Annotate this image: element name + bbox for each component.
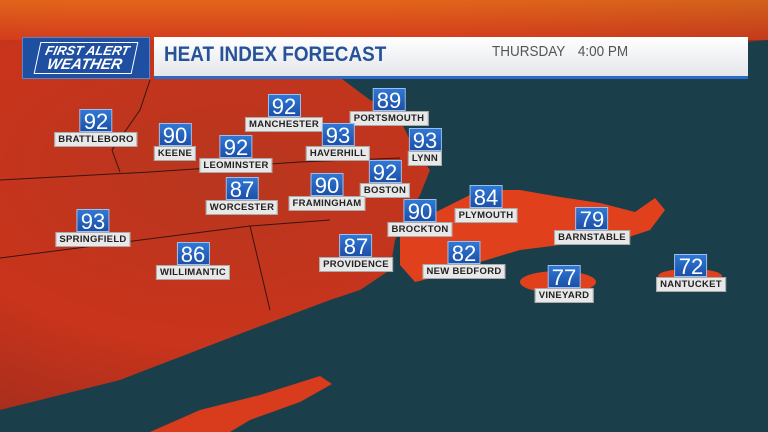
heat-index-value: 89: [372, 88, 406, 112]
heat-index-value: 92: [79, 109, 113, 133]
station-marker: 90 BROCKTON: [387, 199, 453, 237]
station-marker: 93 HAVERHILL: [305, 123, 371, 161]
station-label: NEW BEDFORD: [422, 264, 506, 279]
station-label: FRAMINGHAM: [288, 196, 366, 211]
station-label: BARNSTABLE: [554, 230, 630, 245]
long-island: [150, 376, 332, 432]
station-marker: 72 NANTUCKET: [656, 254, 726, 292]
station-marker: 87 WORCESTER: [205, 177, 279, 215]
station-marker: 84 PLYMOUTH: [454, 185, 518, 223]
station-marker: 92 BOSTON: [359, 160, 411, 198]
station-label: KEENE: [153, 146, 197, 161]
title-banner: HEAT INDEX FORECAST THURSDAY 4:00 PM: [154, 37, 748, 79]
station-marker: 79 BARNSTABLE: [554, 207, 630, 245]
station-marker: 92 LEOMINSTER: [199, 135, 273, 173]
heat-index-value: 87: [339, 234, 373, 258]
station-marker: 82 NEW BEDFORD: [422, 241, 506, 279]
station-marker: 89 PORTSMOUTH: [349, 88, 429, 126]
station-label: BROCKTON: [387, 222, 453, 237]
heat-index-value: 87: [225, 177, 259, 201]
station-label: LEOMINSTER: [199, 158, 273, 173]
station-label: PLYMOUTH: [454, 208, 518, 223]
station-label: NANTUCKET: [656, 277, 726, 292]
heat-index-value: 84: [469, 185, 503, 209]
station-label: WILLIMANTIC: [155, 265, 231, 280]
heat-index-value: 93: [321, 123, 355, 147]
station-marker: 93 SPRINGFIELD: [55, 209, 131, 247]
station-marker: 87 PROVIDENCE: [319, 234, 393, 272]
station-label: PROVIDENCE: [319, 257, 393, 272]
station-label: LYNN: [407, 151, 443, 166]
station-marker: 77 VINEYARD: [534, 265, 594, 303]
state-border: [249, 225, 271, 311]
heat-index-value: 90: [403, 199, 437, 223]
ocean: [0, 40, 768, 432]
logo-line2: WEATHER: [45, 56, 124, 73]
forecast-time: THURSDAY 4:00 PM: [492, 43, 628, 60]
heat-index-value: 92: [368, 160, 402, 184]
station-marker: 90 KEENE: [153, 123, 197, 161]
station-marker: 93 LYNN: [407, 128, 443, 166]
northern-land: [0, 0, 768, 40]
heat-index-value: 86: [176, 242, 210, 266]
forecast-day: THURSDAY: [492, 43, 566, 60]
station-label: WORCESTER: [205, 200, 279, 215]
station-marker: 90 FRAMINGHAM: [288, 173, 366, 211]
station-label: PORTSMOUTH: [349, 111, 429, 126]
station-label: SPRINGFIELD: [55, 232, 131, 247]
heat-index-value: 77: [547, 265, 581, 289]
forecast-hour: 4:00 PM: [577, 43, 629, 60]
heat-index-value: 92: [267, 94, 301, 118]
heat-index-value: 90: [310, 173, 344, 197]
heat-index-value: 72: [674, 254, 708, 278]
station-marker: 92 MANCHESTER: [244, 94, 324, 132]
heat-index-value: 93: [408, 128, 442, 152]
station-marker: 86 WILLIMANTIC: [155, 242, 231, 280]
heat-index-value: 93: [76, 209, 110, 233]
first-alert-weather-logo: FIRST ALERT WEATHER: [22, 37, 150, 79]
station-label: BOSTON: [359, 183, 411, 198]
station-marker: 92 BRATTLEBORO: [54, 109, 138, 147]
state-border: [111, 79, 151, 173]
station-label: VINEYARD: [534, 288, 594, 303]
heat-index-value: 79: [575, 207, 609, 231]
station-label: HAVERHILL: [305, 146, 371, 161]
page-title: HEAT INDEX FORECAST: [164, 43, 387, 66]
heat-index-value: 92: [219, 135, 253, 159]
station-label: BRATTLEBORO: [54, 132, 138, 147]
heat-index-value: 90: [158, 123, 192, 147]
heat-index-value: 82: [447, 241, 481, 265]
